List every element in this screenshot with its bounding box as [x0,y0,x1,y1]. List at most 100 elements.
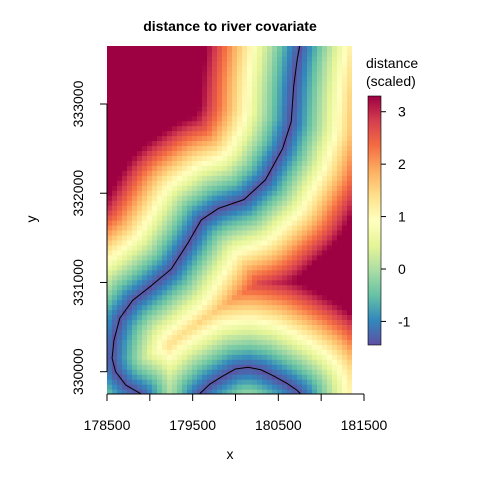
raster-cell [187,130,193,137]
raster-cell [217,259,223,266]
raster-cell [297,374,303,380]
raster-cell [127,70,133,77]
raster-cell [242,339,248,345]
raster-cell [207,314,213,321]
raster-cell [277,364,283,370]
raster-cell [112,289,118,296]
raster-cell [277,110,283,117]
raster-cell [342,329,348,335]
raster-cell [152,314,158,321]
raster-cell [222,384,228,390]
raster-cell [142,175,148,181]
raster-cell [112,244,118,251]
raster-cell [107,150,113,156]
raster-cell [202,190,208,196]
raster-cell [302,115,308,122]
raster-cell [162,344,168,350]
raster-cell [147,344,153,350]
raster-cell [187,299,193,306]
raster-cell [322,284,328,291]
raster-cell [132,334,138,340]
raster-cell [227,234,233,241]
raster-cell [142,90,148,97]
raster-cell [167,319,173,325]
raster-cell [307,100,313,107]
raster-cell [122,259,128,266]
raster-cell [112,140,118,147]
raster-cell [337,125,343,132]
raster-cell [277,105,283,112]
raster-cell [177,55,183,62]
raster-cell [187,324,193,330]
raster-cell [267,274,273,281]
raster-cell [252,304,258,311]
raster-cell [267,359,273,365]
raster-cell [307,254,313,261]
raster-cell [177,85,183,92]
raster-cell [192,364,198,370]
raster-cell [267,239,273,246]
raster-cell [262,279,268,286]
raster-cell [187,329,193,335]
raster-cell [217,130,223,137]
raster-cell [187,175,193,181]
x-tick-label: 179500 [169,417,216,433]
raster-cell [327,384,333,390]
raster-cell [342,319,348,325]
raster-cell [342,374,348,380]
raster-cell [152,220,158,226]
raster-cell [157,359,163,365]
raster-cell [347,205,352,211]
raster-cell [292,369,298,375]
raster-cell [247,65,253,72]
raster-cell [127,145,133,151]
raster-cell [257,289,263,296]
raster-cell [332,120,338,127]
raster-cell [267,249,273,256]
raster-cell [182,254,188,261]
raster-cell [302,135,308,142]
raster-cell [132,294,138,301]
raster-cell [157,309,163,316]
raster-cell [327,165,333,171]
raster-cell [167,369,173,375]
raster-cell [292,100,298,107]
raster-cell [157,279,163,286]
raster-cell [127,299,133,306]
raster-cell [307,349,313,355]
raster-cell [262,120,268,127]
raster-cell [177,379,183,385]
raster-cell [222,100,228,107]
raster-cell [322,115,328,122]
raster-cell [202,254,208,261]
raster-cell [207,229,213,236]
raster-cell [152,190,158,196]
raster-cell [307,234,313,241]
raster-cell [317,145,323,151]
raster-cell [107,354,113,360]
raster-cell [152,70,158,77]
raster-cell [342,324,348,330]
raster-cell [247,90,253,97]
raster-cell [272,269,278,276]
raster-cell [327,369,333,375]
raster-cell [337,329,343,335]
raster-cell [347,110,352,117]
raster-cell [257,224,263,231]
raster-cell [227,150,233,156]
raster-cell [117,190,123,196]
raster-cell [117,160,123,166]
raster-cell [317,259,323,266]
legend-title-line-2: (scaled) [366,73,416,89]
raster-cell [162,349,168,355]
raster-cell [287,299,293,306]
raster-cell [297,90,303,97]
raster-cell [327,200,333,206]
raster-cell [242,324,248,330]
raster-cell [347,379,352,385]
raster-cell [232,210,238,216]
raster-cell [152,359,158,365]
raster-cell [337,190,343,196]
raster-cell [202,170,208,176]
raster-cell [142,334,148,340]
